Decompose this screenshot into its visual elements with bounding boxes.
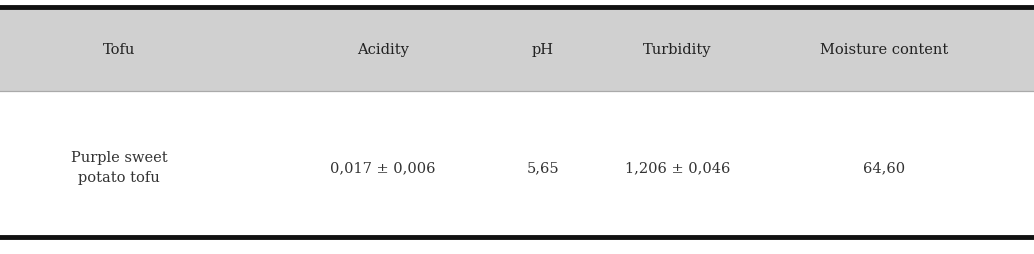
Text: Purple sweet
potato tofu: Purple sweet potato tofu xyxy=(70,151,168,184)
Text: Moisture content: Moisture content xyxy=(820,43,948,57)
Text: 5,65: 5,65 xyxy=(526,160,559,174)
FancyBboxPatch shape xyxy=(0,9,1034,92)
Text: 1,206 ± 0,046: 1,206 ± 0,046 xyxy=(625,160,730,174)
Text: Tofu: Tofu xyxy=(102,43,135,57)
Text: Acidity: Acidity xyxy=(357,43,408,57)
Text: pH: pH xyxy=(531,43,554,57)
Text: 64,60: 64,60 xyxy=(863,160,905,174)
Text: 0,017 ± 0,006: 0,017 ± 0,006 xyxy=(330,160,435,174)
Text: Turbidity: Turbidity xyxy=(643,43,711,57)
